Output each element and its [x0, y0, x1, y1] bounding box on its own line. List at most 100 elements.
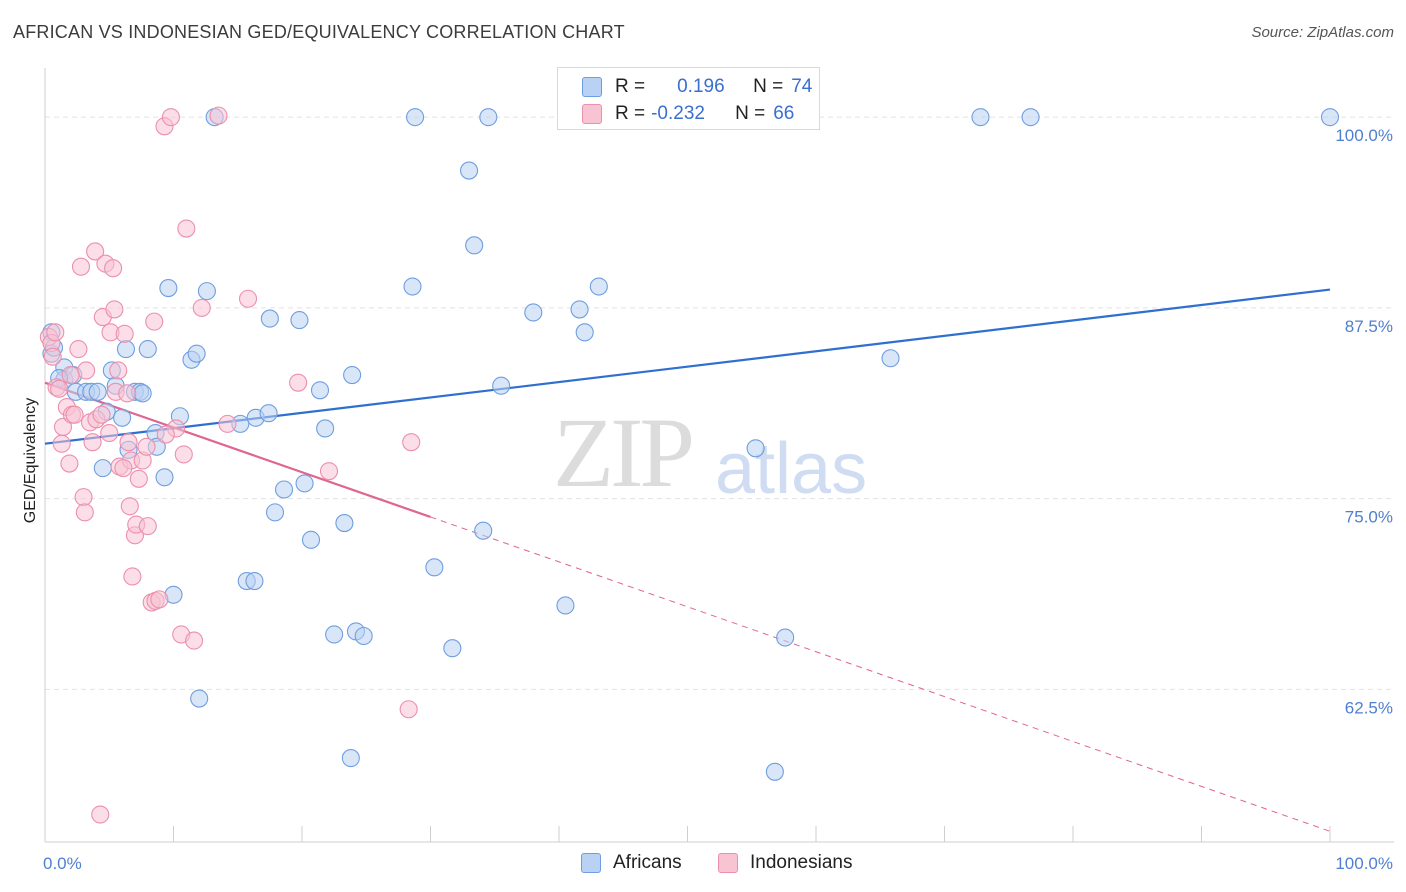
- african-point: [474, 521, 493, 540]
- african-point: [265, 503, 285, 522]
- indonesian-point: [53, 417, 73, 436]
- tick-labels: 100.0% 87.5% 75.0% 62.5% 0.0% 100.0% GED/Equiv…: [22, 126, 1393, 873]
- african-point: [138, 340, 157, 359]
- legend-row-indonesians: R = -0.232 N = 66: [582, 101, 794, 127]
- indonesian-point: [114, 459, 133, 478]
- legend-r-label: R =: [615, 76, 646, 97]
- african-point: [765, 762, 784, 781]
- indonesian-point: [150, 590, 169, 609]
- indonesian-point: [138, 517, 157, 536]
- legend-swatch-indonesians: [718, 853, 738, 873]
- indonesian-point: [65, 405, 84, 424]
- indonesian-point: [71, 257, 91, 276]
- african-point: [570, 300, 589, 319]
- indonesian-point: [192, 298, 211, 317]
- african-point: [1021, 108, 1040, 127]
- indonesian-point: [156, 425, 175, 444]
- legend-item-africans[interactable]: Africans: [581, 852, 682, 874]
- indonesian-point: [43, 347, 62, 366]
- african-point: [88, 382, 107, 401]
- indonesian-point: [402, 433, 421, 452]
- source-label: Source: ZipAtlas.com: [1251, 24, 1394, 41]
- african-point: [259, 404, 278, 423]
- indonesian-point: [60, 454, 79, 473]
- african-point: [155, 468, 174, 487]
- african-point: [325, 625, 344, 644]
- legend-label-africans: Africans: [613, 852, 682, 873]
- indonesian-point: [145, 312, 164, 331]
- series-legend: Africans Indonesians: [0, 852, 1406, 876]
- indonesian-point: [209, 106, 228, 125]
- correlation-legend: R = 0.196 N = 74 R = -0.232 N = 66: [557, 67, 820, 130]
- indonesian-point: [119, 433, 138, 452]
- indonesian-point: [92, 405, 111, 424]
- african-point: [556, 596, 575, 615]
- legend-r-label: R =: [615, 103, 646, 124]
- y-tick-label: 87.5%: [1345, 317, 1393, 336]
- african-point: [425, 558, 444, 577]
- african-point: [335, 514, 354, 533]
- legend-r-value: -0.232: [651, 103, 705, 124]
- african-point: [316, 419, 335, 438]
- indonesian-point: [399, 700, 418, 719]
- indonesian-point: [319, 462, 339, 481]
- african-point: [274, 480, 294, 499]
- legend-r-value: 0.196: [677, 76, 725, 97]
- indonesian-point: [75, 503, 94, 522]
- african-point: [459, 161, 479, 180]
- african-point: [116, 340, 136, 359]
- indonesian-point: [109, 361, 128, 380]
- african-point: [260, 309, 279, 328]
- indonesian-point: [177, 219, 196, 238]
- indonesian-point: [77, 361, 96, 380]
- indonesian-point: [137, 437, 156, 456]
- indonesian-point: [86, 242, 105, 261]
- trend-lines: [44, 288, 1331, 832]
- indonesian-point: [46, 323, 65, 342]
- indonesian-point: [118, 384, 137, 403]
- african-point: [406, 108, 425, 127]
- legend-swatch-indonesians: [582, 104, 602, 124]
- african-point: [1320, 108, 1340, 127]
- indonesian-point: [50, 379, 69, 398]
- african-point: [187, 344, 206, 363]
- indonesian-point: [123, 567, 142, 586]
- y-tick-label: 75.0%: [1345, 508, 1393, 527]
- african-point: [354, 626, 373, 646]
- legend-n-label: N =: [753, 76, 784, 97]
- indonesian-point: [289, 373, 308, 392]
- watermark-atlas: atlas: [715, 429, 868, 509]
- axes: [44, 68, 1394, 843]
- african-point: [465, 236, 484, 255]
- indonesian-point: [129, 469, 148, 488]
- african-point: [301, 530, 321, 549]
- indonesian-point: [115, 324, 134, 343]
- african-point: [479, 108, 498, 127]
- african-point: [524, 303, 543, 322]
- african-point: [93, 459, 112, 478]
- african-point: [295, 474, 314, 493]
- x-tick-label: 0.0%: [43, 854, 82, 873]
- chart-title: AFRICAN VS INDONESIAN GED/EQUIVALENCY CO…: [13, 22, 625, 42]
- african-point: [310, 381, 330, 400]
- legend-n-value: 66: [773, 103, 795, 124]
- y-axis-title: GED/Equivalency: [22, 398, 39, 523]
- indonesian-point: [100, 423, 119, 443]
- indonesian-trend-extrapolation: [430, 516, 1331, 832]
- x-tick-label: 100.0%: [1335, 854, 1393, 873]
- legend-n-label: N =: [735, 103, 766, 124]
- data-points: [39, 106, 1340, 824]
- legend-row-africans: R = 0.196 N = 74: [582, 74, 812, 100]
- legend-item-indonesians[interactable]: Indonesians: [718, 852, 852, 874]
- african-point: [190, 689, 209, 708]
- african-point: [971, 108, 990, 127]
- african-point: [443, 639, 462, 658]
- african-point: [245, 572, 264, 591]
- african-point: [197, 282, 216, 301]
- indonesian-trend-line: [44, 381, 431, 519]
- african-point: [403, 277, 422, 296]
- african-point: [113, 408, 132, 427]
- indonesian-point: [52, 434, 71, 453]
- indonesian-point: [74, 488, 93, 507]
